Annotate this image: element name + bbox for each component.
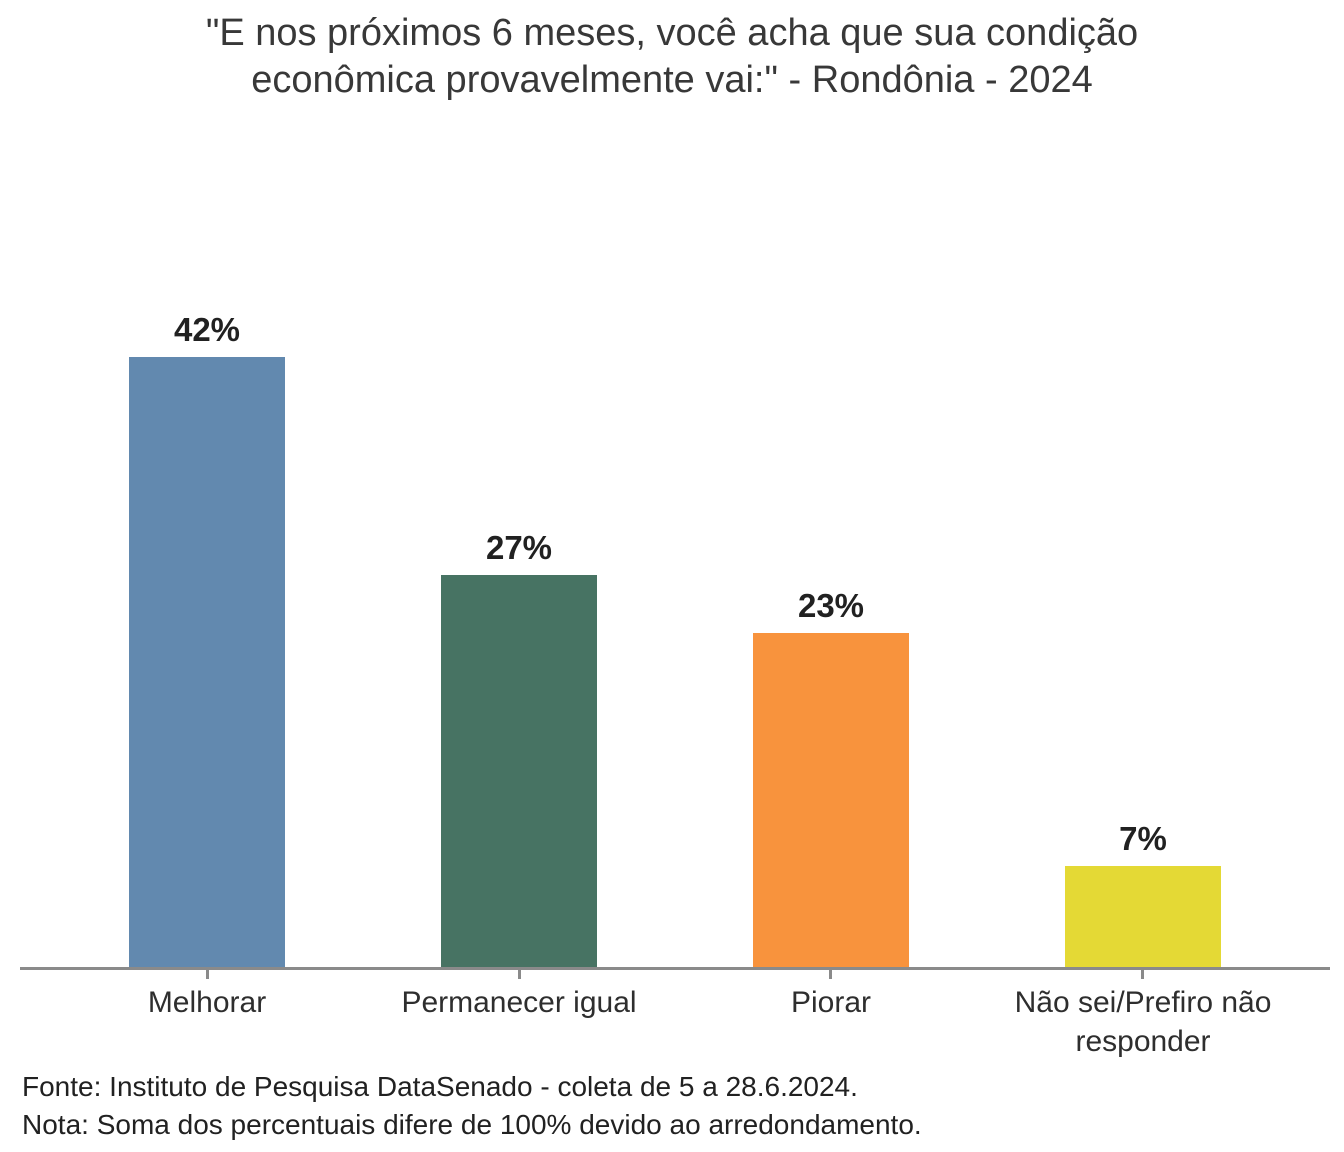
x-tick-mark-4: [1141, 970, 1144, 979]
x-tick-mark-3: [829, 970, 832, 979]
x-tick-mark-1: [206, 970, 209, 979]
bar-value-label-3: 23%: [797, 587, 865, 624]
bar-4: [1065, 866, 1221, 968]
bar-value-label-4: 7%: [1119, 820, 1167, 857]
x-axis-label-2: Permanecer igual: [401, 986, 637, 1019]
rounding-note: Nota: Soma dos percentuais difere de 100…: [22, 1109, 922, 1140]
source-note: Fonte: Instituto de Pesquisa DataSenado …: [22, 1071, 858, 1102]
plot-area: 42% 27% 23% 7%: [20, 311, 1330, 968]
chart-title-line2: econômica provavelmente vai:" - Rondônia…: [251, 59, 1093, 101]
bar-3: [753, 633, 909, 968]
x-axis-label-1: Melhorar: [147, 986, 267, 1019]
x-axis-ticks: [20, 970, 1330, 980]
bar-2: [441, 575, 597, 968]
x-axis-labels: Melhorar Permanecer igual Piorar Não sei/Pr…: [20, 983, 1330, 1063]
chart-title-line1: "E nos próximos 6 meses, você acha que s…: [205, 12, 1139, 54]
x-axis-label-3: Piorar: [790, 986, 872, 1019]
x-tick-mark-2: [518, 970, 521, 979]
chart-footer: Fonte: Instituto de Pesquisa DataSenado …: [22, 1068, 1322, 1144]
bar-value-label-1: 42%: [173, 311, 241, 348]
x-axis-label-4: Não sei/Prefiro não responder: [1014, 986, 1272, 1058]
bar-1: [129, 357, 285, 968]
bar-value-label-2: 27%: [485, 529, 553, 566]
chart-title: "E nos próximos 6 meses, você acha que s…: [0, 10, 1344, 104]
x-axis-line: [20, 967, 1330, 970]
